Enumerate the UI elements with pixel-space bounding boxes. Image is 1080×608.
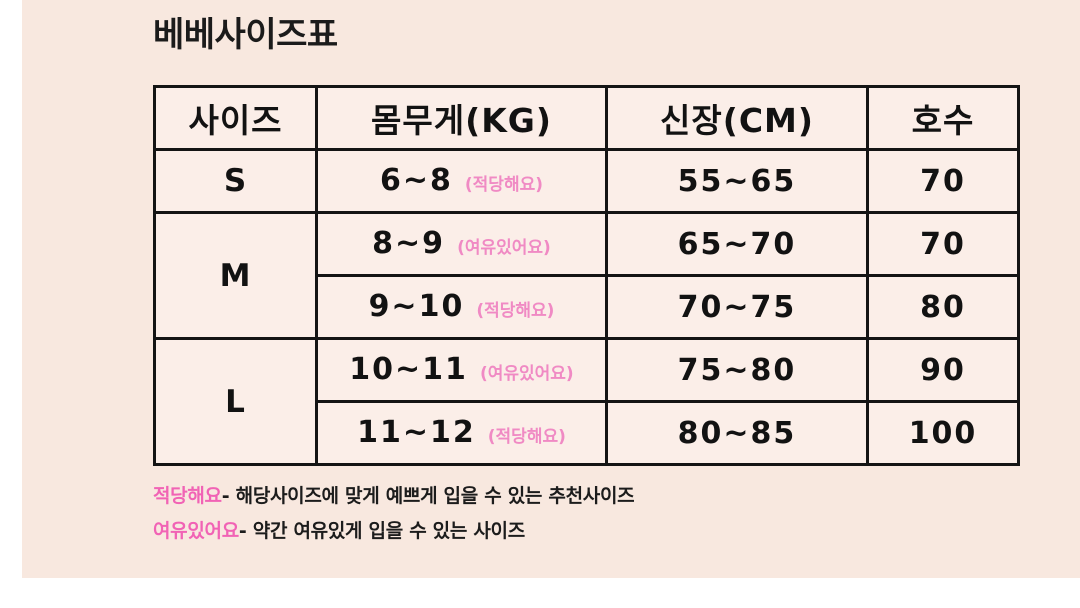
cell-weight: 6~8 (적당해요) bbox=[315, 148, 608, 214]
cell-height: 80~85 bbox=[605, 400, 869, 466]
table-body: S 6~8 (적당해요) 55~65 70 M bbox=[153, 148, 1020, 466]
cell-height: 70~75 bbox=[605, 274, 869, 340]
cell-height: 65~70 bbox=[605, 211, 869, 277]
table-header: 사이즈 몸무게(KG) 신장(CM) 호수 bbox=[153, 85, 1020, 151]
cell-size: L bbox=[153, 337, 318, 466]
cell-ho: 70 bbox=[866, 148, 1020, 214]
cell-height: 75~80 bbox=[605, 337, 869, 403]
size-table: 사이즈 몸무게(KG) 신장(CM) 호수 S 6~8 (적당해요) bbox=[153, 85, 1020, 466]
legend-desc: - 약간 여유있게 입을 수 있는 사이즈 bbox=[238, 519, 525, 542]
table-row: M 8~9 (여유있어요) 65~70 70 bbox=[153, 211, 1020, 340]
legend-item-recommended: 적당해요 - 해당사이즈에 맞게 예쁘게 입을 수 있는 추천사이즈 bbox=[153, 486, 953, 507]
page-title: 베베사이즈표 bbox=[153, 15, 338, 55]
cell-weight: 10~11 (여유있어요) bbox=[315, 337, 608, 403]
cell-weight: 9~10 (적당해요) bbox=[315, 274, 608, 340]
table-row: 9~10 (적당해요) 70~75 80 bbox=[155, 274, 1020, 340]
cell-weight: 11~12 (적당해요) bbox=[315, 400, 608, 466]
cell-ho: 100 bbox=[866, 400, 1020, 466]
legend-key: 적당해요 bbox=[153, 485, 222, 507]
legend-item-roomy: 여유있어요 - 약간 여유있게 입을 수 있는 사이즈 bbox=[153, 519, 953, 542]
header-size: 사이즈 bbox=[153, 85, 318, 151]
header-ho: 호수 bbox=[866, 85, 1020, 151]
weight-value: 6~8 bbox=[380, 163, 453, 198]
header-weight: 몸무게(KG) bbox=[315, 85, 608, 151]
cell-size: S bbox=[153, 148, 318, 214]
weight-note: (여유있어요) bbox=[457, 238, 551, 258]
table-row: L 10~11 (여유있어요) 75~80 90 bbox=[153, 337, 1020, 466]
cell-ho: 70 bbox=[866, 211, 1020, 277]
header-height: 신장(CM) bbox=[605, 85, 869, 151]
table-row: 11~12 (적당해요) 80~85 100 bbox=[155, 400, 1020, 466]
cell-height: 55~65 bbox=[605, 148, 869, 214]
cell-ho: 90 bbox=[866, 337, 1020, 403]
weight-note: (적당해요) bbox=[476, 301, 555, 321]
content-panel: 베베사이즈표 사이즈 몸무게(KG) 신장(CM) 호수 bbox=[22, 0, 1080, 578]
table-header-row: 사이즈 몸무게(KG) 신장(CM) 호수 bbox=[153, 85, 1020, 151]
weight-value: 11~12 bbox=[357, 415, 476, 450]
legend: 적당해요 - 해당사이즈에 맞게 예쁘게 입을 수 있는 추천사이즈 여유있어요… bbox=[153, 486, 953, 556]
weight-note: (적당해요) bbox=[487, 427, 566, 447]
weight-note: (적당해요) bbox=[464, 175, 543, 195]
cell-weight: 8~9 (여유있어요) bbox=[315, 211, 608, 277]
legend-key: 여유있어요 bbox=[153, 519, 239, 542]
size-table-wrapper: 사이즈 몸무게(KG) 신장(CM) 호수 S 6~8 (적당해요) bbox=[153, 85, 1020, 466]
cell-size: M bbox=[153, 211, 318, 340]
weight-note: (여유있어요) bbox=[479, 364, 574, 384]
table-row: S 6~8 (적당해요) 55~65 70 bbox=[153, 148, 1020, 214]
weight-value: 9~10 bbox=[368, 289, 465, 324]
cell-ho: 80 bbox=[866, 274, 1020, 340]
weight-value: 8~9 bbox=[372, 226, 446, 261]
legend-desc: - 해당사이즈에 맞게 예쁘게 입을 수 있는 추천사이즈 bbox=[221, 485, 635, 507]
weight-value: 10~11 bbox=[349, 352, 468, 387]
